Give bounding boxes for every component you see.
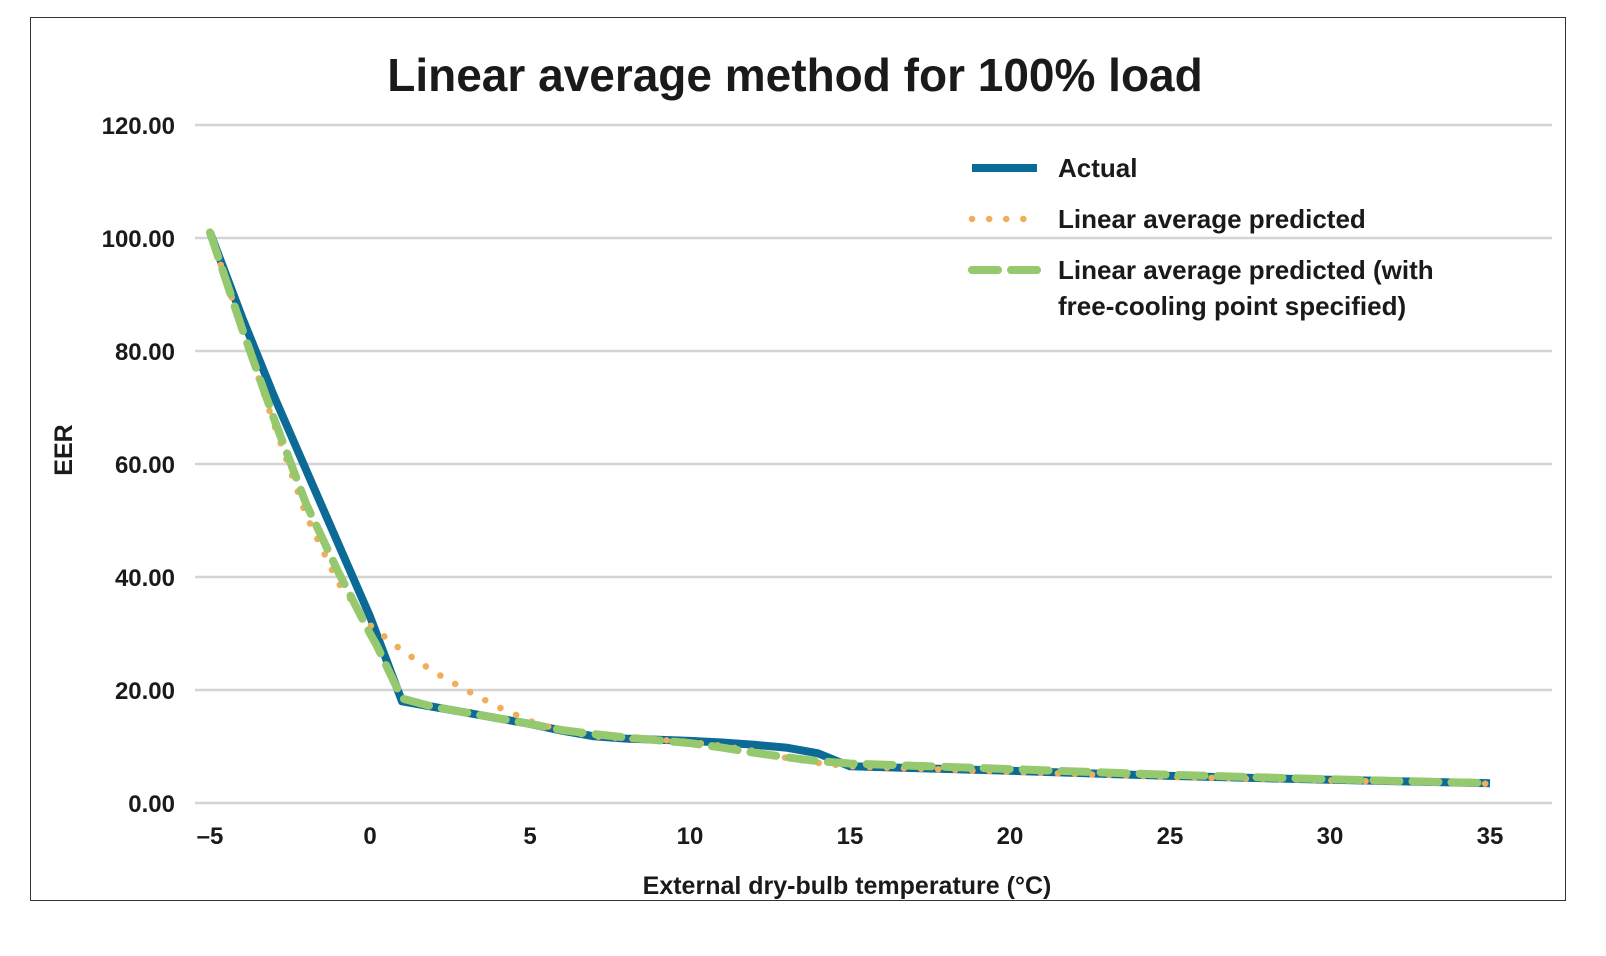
x-axis-label: External dry-bulb temperature (°C) (643, 872, 1052, 900)
y-tick-label: 0.00 (128, 791, 175, 818)
x-tick-label: 30 (1317, 823, 1344, 850)
legend-label-1: Actual (1058, 153, 1137, 183)
series-line-3 (206, 228, 1494, 788)
x-tick-label: –5 (197, 823, 224, 850)
y-tick-label: 60.00 (115, 452, 175, 479)
y-tick-label: 100.00 (102, 226, 175, 253)
legend-label-2: Linear average predicted (1058, 204, 1366, 234)
gridlines (195, 123, 1552, 805)
x-tick-label: 5 (523, 823, 536, 850)
series-lines (206, 228, 1494, 788)
y-axis-ticks: 120.00 100.00 80.00 60.00 40.00 20.00 0.00 (102, 113, 175, 818)
x-tick-label: 15 (837, 823, 864, 850)
y-tick-label: 20.00 (115, 678, 175, 705)
x-tick-label: 35 (1477, 823, 1504, 850)
y-tick-label: 40.00 (115, 565, 175, 592)
legend-label-3: Linear average predicted (with (1058, 255, 1434, 285)
x-tick-label: 20 (997, 823, 1024, 850)
y-axis-label: EER (50, 424, 78, 475)
x-tick-label: 25 (1157, 823, 1184, 850)
y-tick-label: 80.00 (115, 339, 175, 366)
legend-label-3: free-cooling point specified) (1058, 291, 1406, 321)
x-tick-label: 0 (363, 823, 376, 850)
chart-title: Linear average method for 100% load (387, 49, 1203, 101)
legend: Actual Linear average predicted Linear ave… (968, 153, 1434, 321)
y-tick-label: 120.00 (102, 113, 175, 140)
x-axis-ticks: –5 0 5 10 15 20 25 30 35 (197, 823, 1504, 850)
x-tick-label: 10 (677, 823, 704, 850)
